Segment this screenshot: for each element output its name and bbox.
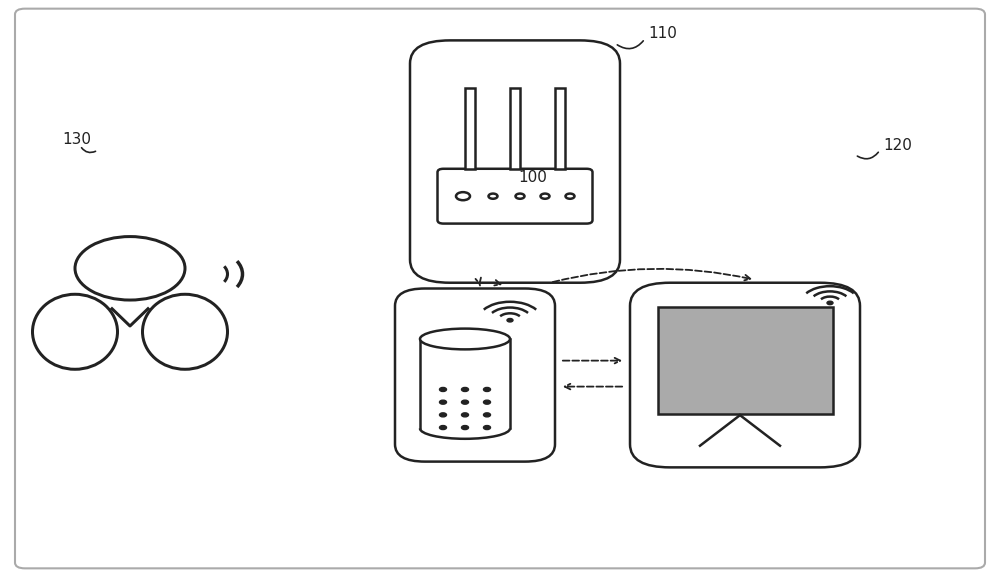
Circle shape — [483, 426, 490, 429]
Bar — [465, 88, 475, 169]
FancyBboxPatch shape — [630, 283, 860, 467]
Circle shape — [827, 301, 833, 305]
Text: 130: 130 — [62, 132, 91, 147]
Circle shape — [507, 319, 513, 322]
Bar — [555, 88, 565, 169]
Text: 100: 100 — [518, 170, 547, 185]
Circle shape — [461, 426, 468, 429]
Ellipse shape — [420, 329, 510, 350]
Circle shape — [439, 400, 446, 404]
FancyBboxPatch shape — [15, 9, 985, 568]
Circle shape — [461, 413, 468, 417]
Bar — [658, 307, 832, 414]
Circle shape — [483, 400, 490, 404]
Ellipse shape — [33, 294, 118, 369]
FancyBboxPatch shape — [410, 40, 620, 283]
Circle shape — [439, 413, 446, 417]
Bar — [510, 88, 520, 169]
Circle shape — [483, 413, 490, 417]
Circle shape — [461, 400, 468, 404]
Circle shape — [439, 426, 446, 429]
FancyBboxPatch shape — [395, 288, 555, 462]
Text: 110: 110 — [648, 25, 677, 40]
Ellipse shape — [143, 294, 228, 369]
Text: 120: 120 — [883, 138, 912, 153]
Circle shape — [439, 388, 446, 392]
FancyBboxPatch shape — [438, 169, 592, 224]
Circle shape — [461, 388, 468, 392]
Circle shape — [483, 388, 490, 392]
